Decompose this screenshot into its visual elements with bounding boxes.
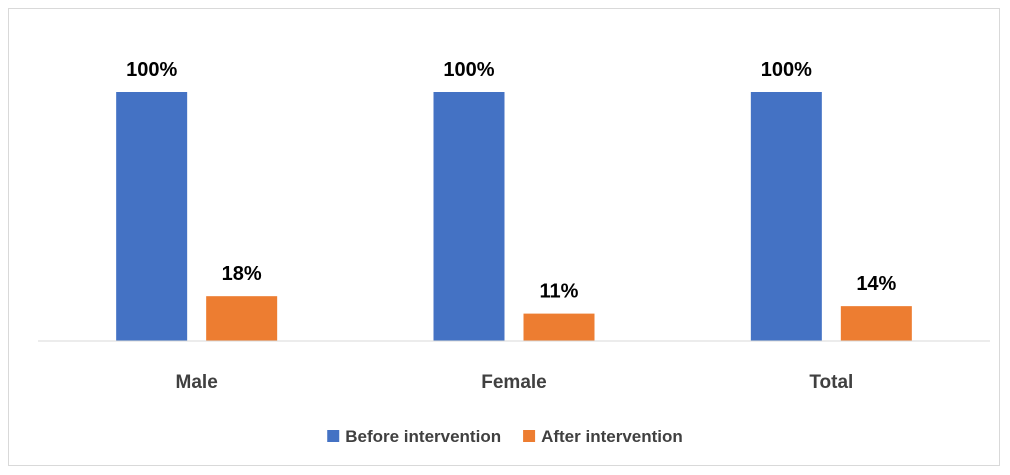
data-label: 100% [126,59,177,81]
data-label: 100% [443,59,494,81]
category-axis: Male Female Total [176,372,854,393]
legend: Before intervention After intervention [327,427,683,446]
category-label: Total [809,372,853,393]
bar-male-series-1 [206,296,278,341]
legend-label: Before intervention [345,427,501,446]
data-label: 18% [222,263,262,285]
data-label: 100% [761,59,812,81]
legend-swatch-after [523,430,536,442]
category-label: Male [176,372,218,393]
bar-total-series-0 [750,92,822,341]
legend-swatch-before [327,430,340,442]
bar-female-series-1 [523,313,595,341]
data-label: 11% [540,281,579,303]
legend-item: After intervention [523,427,683,446]
category-label: Female [481,372,546,393]
legend-item: Before intervention [327,427,501,446]
bar-total-series-1 [840,306,912,341]
plot-area: 100% 18% 100% 11% 100% 14% [116,59,912,341]
bar-female-series-0 [433,92,505,341]
legend-label: After intervention [541,427,683,446]
data-label: 14% [856,273,896,295]
bar-male-series-0 [116,92,188,341]
